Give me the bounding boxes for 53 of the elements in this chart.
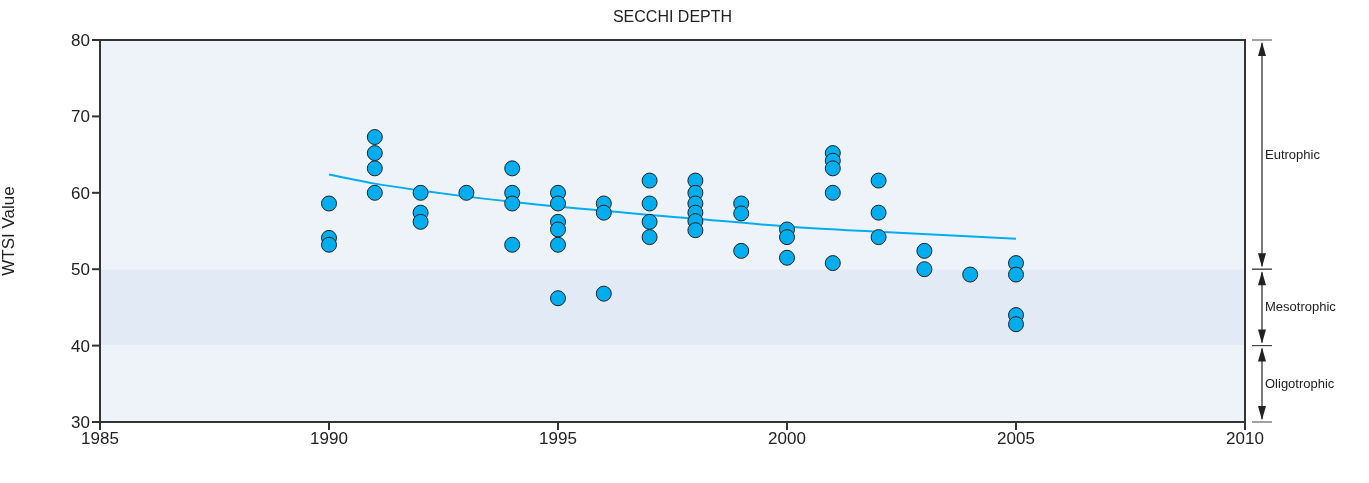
y-tick-label: 80: [71, 31, 90, 51]
x-tick-label: 1990: [310, 429, 348, 449]
point: [412, 213, 429, 230]
point: [412, 184, 429, 201]
point: [641, 195, 658, 212]
point: [870, 204, 887, 221]
point: [550, 195, 566, 212]
point: [321, 195, 337, 212]
point: [824, 255, 841, 272]
x-tick-label: 2010: [1226, 429, 1264, 449]
point: [641, 213, 658, 230]
point: [595, 204, 612, 221]
point: [870, 172, 887, 189]
point: [550, 290, 566, 307]
point: [962, 266, 979, 283]
point: [1008, 316, 1024, 333]
y-axis-title: WTSI Value: [0, 186, 19, 276]
y-tick-label: 50: [71, 260, 90, 280]
point: [550, 236, 566, 253]
point: [366, 145, 383, 162]
point: [733, 242, 750, 259]
point: [779, 229, 795, 246]
point: [504, 160, 521, 177]
x-tick-label: 2000: [768, 429, 806, 449]
point: [870, 229, 887, 246]
y-tick-label: 40: [71, 336, 90, 356]
point: [504, 236, 521, 253]
x-tick-label: 2005: [997, 429, 1035, 449]
point: [687, 222, 704, 239]
point: [504, 195, 521, 212]
point: [641, 229, 658, 246]
x-tick-label: 1995: [539, 429, 577, 449]
chart-title: SECCHI DEPTH: [611, 8, 734, 26]
point: [366, 184, 383, 201]
point: [733, 205, 750, 222]
point: [321, 236, 337, 253]
band-label: Mesotrophic: [1265, 299, 1337, 315]
point: [1008, 266, 1024, 283]
point: [916, 261, 933, 278]
point: [641, 172, 658, 189]
band-label: Oligotrophic: [1265, 375, 1335, 391]
point: [595, 285, 612, 302]
y-tick-label: 60: [71, 183, 90, 203]
point: [779, 249, 795, 266]
point: [458, 184, 475, 201]
point: [916, 242, 933, 259]
point: [824, 184, 841, 201]
band-label: Eutrophic: [1265, 146, 1321, 162]
point: [824, 160, 841, 177]
point: [550, 221, 566, 238]
y-tick-label: 70: [71, 107, 90, 127]
point: [366, 129, 383, 146]
point: [366, 160, 383, 177]
